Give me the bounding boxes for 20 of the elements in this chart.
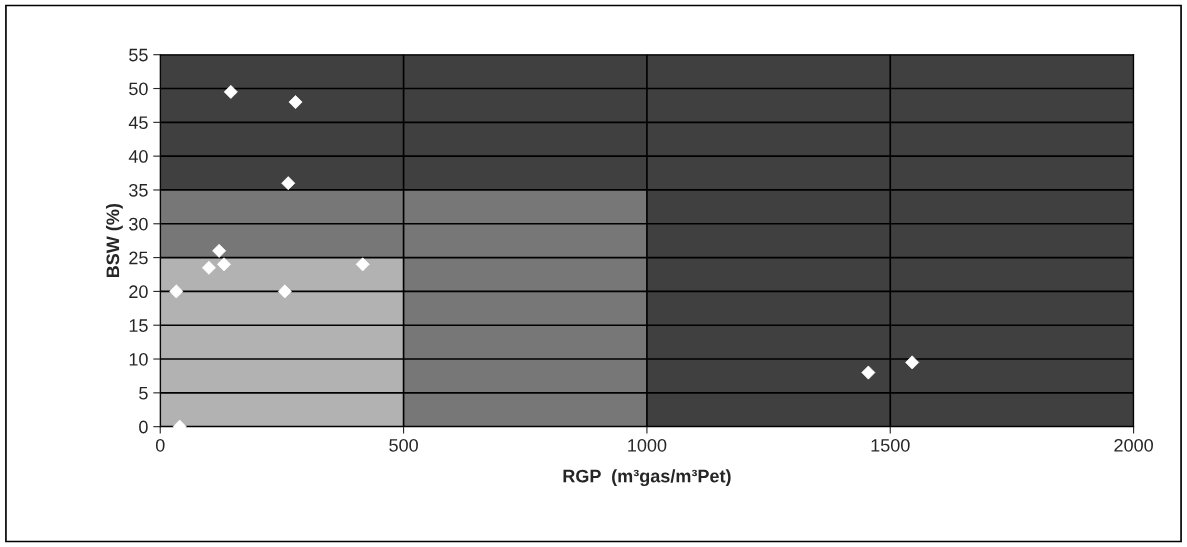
y-tick-label: 0 xyxy=(139,420,148,434)
y-tick-label: 25 xyxy=(129,251,148,265)
y-tick-label: 35 xyxy=(129,183,148,197)
y-tick-label: 30 xyxy=(129,217,148,231)
y-tick-label: 40 xyxy=(128,150,148,163)
y-tick-label: 10 xyxy=(129,352,148,366)
y-tick-label: 15 xyxy=(129,319,148,332)
point xyxy=(288,95,303,110)
y-tick-label: 5 xyxy=(139,386,148,400)
y-tick-label: 55 xyxy=(129,48,148,62)
x-tick-label: 2000 xyxy=(1114,438,1153,452)
x-axis-title: RGP (m³gas/m³Pet) xyxy=(563,469,731,487)
x-tick-label: 1500 xyxy=(871,438,910,452)
y-tick-label: 45 xyxy=(128,116,148,130)
x-tick-label: 0 xyxy=(155,438,165,452)
x-tick-label: 1000 xyxy=(628,438,667,452)
y-tick-label: 50 xyxy=(129,82,148,96)
x-tick-label: 500 xyxy=(389,438,418,452)
y-axis-title: BSW (%) xyxy=(105,203,123,278)
y-tick-label: 20 xyxy=(129,285,148,299)
